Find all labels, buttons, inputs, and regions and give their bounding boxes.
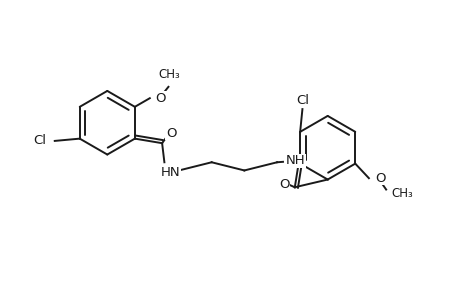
- Text: Cl: Cl: [295, 94, 308, 107]
- Text: CH₃: CH₃: [158, 68, 179, 81]
- Text: HN: HN: [160, 166, 180, 179]
- Text: O: O: [166, 127, 176, 140]
- Text: O: O: [279, 178, 289, 191]
- Text: O: O: [156, 92, 166, 105]
- Text: NH: NH: [285, 154, 304, 167]
- Text: Cl: Cl: [34, 134, 46, 147]
- Text: O: O: [374, 172, 385, 185]
- Text: CH₃: CH₃: [391, 187, 413, 200]
